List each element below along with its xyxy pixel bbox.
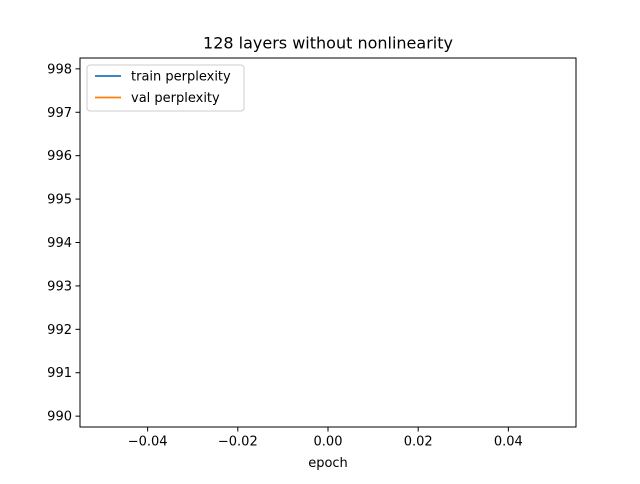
- y-tick-label: 990: [47, 410, 72, 425]
- plot-frame: [79, 57, 577, 428]
- y-tick-label: 993: [47, 279, 72, 294]
- x-tick-label: −0.04: [128, 435, 168, 450]
- x-tick-label: 0.02: [404, 435, 433, 450]
- x-axis-ticks: −0.04 −0.02 0.00 0.02 0.04: [128, 427, 523, 450]
- y-tick-label: 997: [47, 106, 72, 121]
- legend: train perplexity val perplexity: [86, 64, 245, 112]
- y-axis-ticks: 990 991 992 993 994 995 996 997 998: [47, 62, 80, 425]
- y-tick-label: 991: [47, 366, 72, 381]
- x-tick-label: 0.00: [314, 435, 343, 450]
- x-tick-label: 0.04: [494, 435, 523, 450]
- legend-label: val perplexity: [131, 91, 220, 106]
- x-axis-label: epoch: [308, 456, 348, 471]
- y-tick-label: 996: [47, 149, 72, 164]
- legend-label: train perplexity: [131, 70, 231, 85]
- y-tick-label: 994: [47, 236, 72, 251]
- y-tick-label: 995: [47, 193, 72, 208]
- y-tick-label: 998: [47, 62, 72, 77]
- legend-box: [86, 64, 245, 112]
- x-tick-label: −0.02: [218, 435, 258, 450]
- y-tick-label: 992: [47, 323, 72, 338]
- plot-area: [80, 58, 576, 427]
- chart-title: 128 layers without nonlinearity: [203, 34, 453, 53]
